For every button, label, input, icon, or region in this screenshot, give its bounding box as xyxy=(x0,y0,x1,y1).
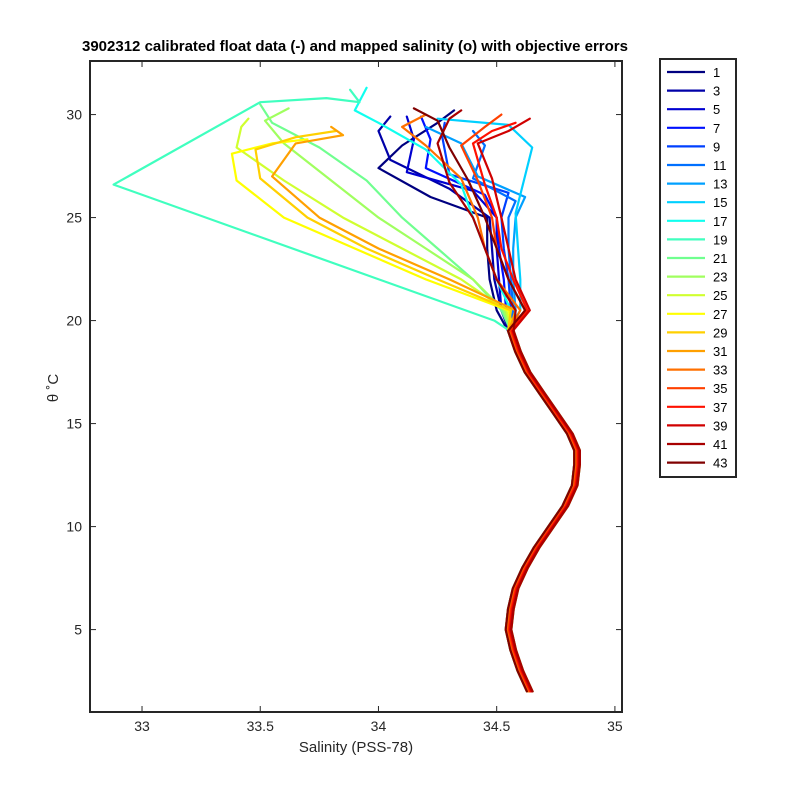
legend-label-7: 7 xyxy=(713,121,720,136)
legend-label-19: 19 xyxy=(713,232,727,247)
data-lines xyxy=(112,86,581,693)
legend-label-9: 9 xyxy=(713,139,720,154)
legend-label-29: 29 xyxy=(713,325,727,340)
legend-label-3: 3 xyxy=(713,84,720,99)
x-tick-label: 34 xyxy=(371,718,387,734)
x-tick-label: 35 xyxy=(607,718,623,734)
x-tick-label: 33 xyxy=(134,718,150,734)
legend-label-43: 43 xyxy=(713,456,727,471)
legend-label-17: 17 xyxy=(713,214,727,229)
legend-label-33: 33 xyxy=(713,363,727,378)
legend-label-39: 39 xyxy=(713,418,727,433)
legend-label-37: 37 xyxy=(713,400,727,415)
legend-label-27: 27 xyxy=(713,307,727,322)
legend-label-15: 15 xyxy=(713,195,727,210)
legend-label-13: 13 xyxy=(713,177,727,192)
series-line-43 xyxy=(412,107,576,693)
y-tick-label: 20 xyxy=(66,313,82,329)
plot-area xyxy=(90,61,622,712)
y-tick-label: 30 xyxy=(66,107,82,123)
axes-box xyxy=(89,60,623,713)
x-tick-label: 33.5 xyxy=(247,718,274,734)
legend-label-5: 5 xyxy=(713,102,720,117)
legend-label-21: 21 xyxy=(713,251,727,266)
x-tick-label: 34.5 xyxy=(483,718,510,734)
legend-label-31: 31 xyxy=(713,344,727,359)
legend-label-23: 23 xyxy=(713,270,727,285)
legend-label-1: 1 xyxy=(713,65,720,80)
axis-ticks: 33 33.5 34 34.5 35 5 10 15 20 25 30 xyxy=(66,61,623,734)
legend-label-41: 41 xyxy=(713,437,727,452)
legend-label-11: 11 xyxy=(713,158,727,173)
chart-title: 3902312 calibrated float data (-) and ma… xyxy=(82,38,628,55)
y-tick-label: 15 xyxy=(66,416,82,432)
legend-label-25: 25 xyxy=(713,288,727,303)
y-axis-label: θ ˚C xyxy=(45,374,62,403)
y-tick-label: 5 xyxy=(74,622,82,638)
series-line-41 xyxy=(436,109,581,693)
x-axis-label: Salinity (PSS-78) xyxy=(299,739,413,756)
legend-label-35: 35 xyxy=(713,381,727,396)
y-tick-label: 10 xyxy=(66,519,82,535)
y-tick-label: 25 xyxy=(66,210,82,226)
